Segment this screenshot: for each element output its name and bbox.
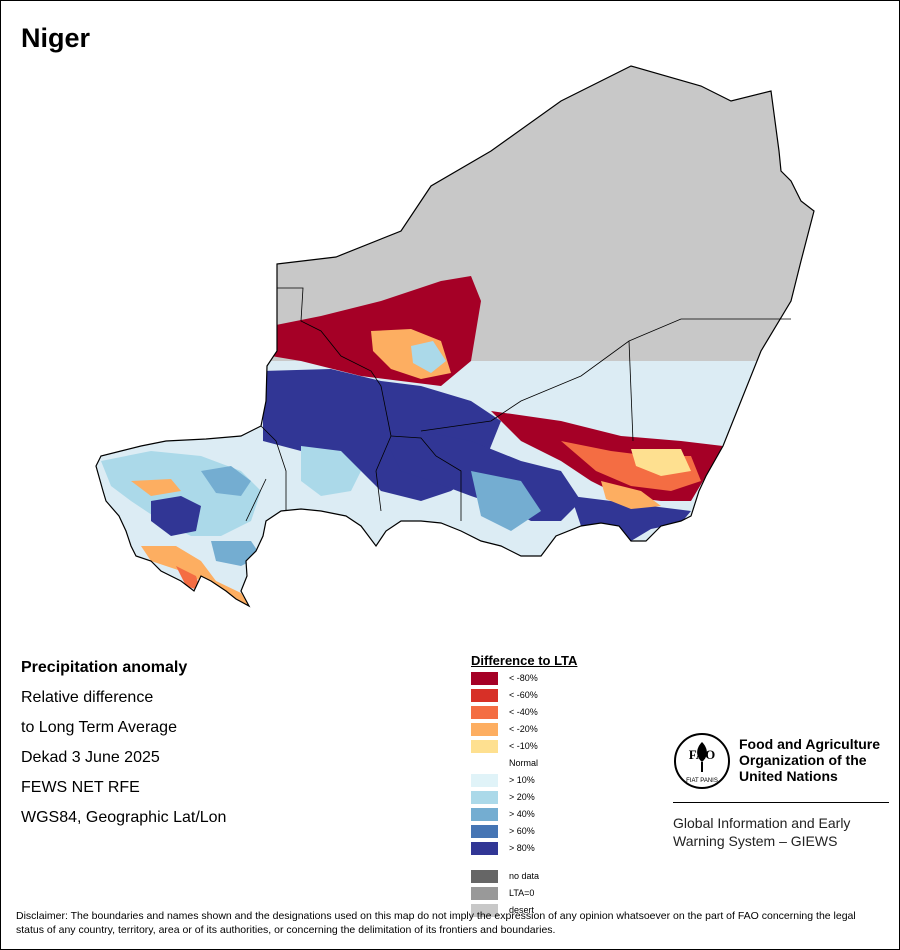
legend-label: < -40% <box>509 707 538 717</box>
fao-logo-text: FAO <box>689 747 715 762</box>
fao-name-line: Food and Agriculture <box>739 736 881 752</box>
legend-swatch <box>471 723 498 736</box>
info-projection: WGS84, Geographic Lat/Lon <box>21 809 227 826</box>
legend-swatch <box>471 706 498 719</box>
divider <box>673 802 889 803</box>
legend-label: < -20% <box>509 724 538 734</box>
legend-label: no data <box>509 871 540 881</box>
map-info: Precipitation anomaly Relative differenc… <box>21 658 226 838</box>
legend-swatch <box>471 842 498 855</box>
fao-name-line: United Nations <box>739 768 838 784</box>
legend-swatch <box>471 904 498 917</box>
legend-swatch <box>471 672 498 685</box>
info-title: Precipitation anomaly <box>21 659 188 676</box>
legend-swatch <box>471 870 498 883</box>
giews-name: Global Information and Early Warning Sys… <box>673 814 889 850</box>
fao-organization-name: Food and Agriculture Organization of the… <box>739 736 899 784</box>
legend-label: desert <box>509 905 535 915</box>
info-source: FEWS NET RFE <box>21 779 140 796</box>
admin-boundaries <box>245 287 791 522</box>
legend-swatch <box>471 689 498 702</box>
legend-swatch <box>471 757 498 770</box>
legend-swatch <box>471 774 498 787</box>
legend-swatch <box>471 825 498 838</box>
legend-label: < -10% <box>509 741 538 751</box>
giews-line: Warning System – GIEWS <box>673 833 838 849</box>
legend-swatch <box>471 887 498 900</box>
map-title: Niger <box>21 23 91 53</box>
legend-label: < -80% <box>509 673 538 683</box>
info-line: to Long Term Average <box>21 719 177 736</box>
info-date: Dekad 3 June 2025 <box>21 749 160 766</box>
disclaimer: Disclaimer: The boundaries and names sho… <box>16 910 856 936</box>
legend-label: > 80% <box>509 843 535 853</box>
giews-line: Global Information and Early <box>673 815 851 831</box>
legend-label: LTA=0 <box>509 888 535 898</box>
legend-swatch <box>471 808 498 821</box>
legend-label: < -60% <box>509 690 538 700</box>
info-line: Relative difference <box>21 689 154 706</box>
legend-label: > 20% <box>509 792 535 802</box>
fao-logo-motto: FIAT PANIS <box>686 778 718 784</box>
legend-label: Normal <box>509 758 539 768</box>
legend-title: Difference to LTA <box>471 653 578 668</box>
legend-swatch <box>471 740 498 753</box>
legend: Difference to LTA < -80% < -60% < -40% <… <box>471 653 651 917</box>
niger-anomaly-map <box>95 65 815 607</box>
legend-swatch <box>471 791 498 804</box>
legend-label: > 60% <box>509 826 535 836</box>
legend-label: > 40% <box>509 809 535 819</box>
fao-logo-icon: FAO FIAT PANIS <box>674 733 730 789</box>
fao-name-line: Organization of the <box>739 752 867 768</box>
legend-label: > 10% <box>509 775 535 785</box>
